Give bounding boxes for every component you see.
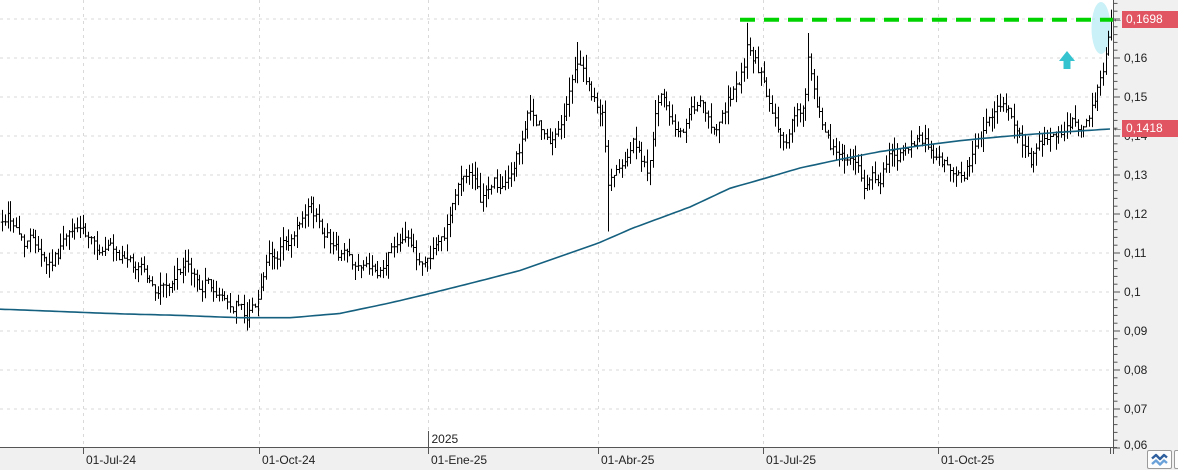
svg-text:01-Jul-24: 01-Jul-24: [86, 453, 136, 467]
svg-text:0,14: 0,14: [1124, 129, 1148, 143]
svg-text:0,09: 0,09: [1124, 324, 1148, 338]
svg-text:0,13: 0,13: [1124, 168, 1148, 182]
wave-scale-button[interactable]: [1147, 450, 1172, 469]
svg-text:0,11: 0,11: [1124, 246, 1147, 260]
x-axis: 01-Jul-24 01-Oct-24 01-Ene-25 01-Abr-25 01-J…: [0, 447, 1117, 467]
svg-text:0,16: 0,16: [1124, 51, 1148, 65]
svg-text:0,07: 0,07: [1124, 402, 1148, 416]
double-zigzag-wave-icon: [1151, 453, 1168, 466]
partial-hidden-button[interactable]: [1174, 450, 1178, 469]
svg-text:01-Oct-25: 01-Oct-25: [941, 453, 995, 467]
svg-text:0,08: 0,08: [1124, 363, 1148, 377]
svg-text:0,06: 0,06: [1124, 438, 1148, 452]
up-arrow-icon: [1059, 51, 1075, 69]
svg-text:01-Abr-25: 01-Abr-25: [601, 453, 655, 467]
svg-text:01-Jul-25: 01-Jul-25: [766, 453, 816, 467]
svg-text:01-Ene-25: 01-Ene-25: [431, 453, 487, 467]
ohlc-bars: [0, 9, 1114, 331]
svg-text:0,12: 0,12: [1124, 207, 1148, 221]
svg-text:0,15: 0,15: [1124, 90, 1148, 104]
highlight-ellipse: [1091, 2, 1111, 54]
svg-text:0,1: 0,1: [1124, 285, 1141, 299]
svg-text:01-Oct-24: 01-Oct-24: [262, 453, 316, 467]
ma-line: [0, 128, 1111, 319]
svg-text:2025: 2025: [432, 432, 459, 446]
year-marker: 2025: [428, 431, 459, 447]
y-axis: 0,16 0,15 0,14 0,13 0,12 0,11 0,1 0,09 0,08 0,07 0…: [1113, 0, 1148, 454]
